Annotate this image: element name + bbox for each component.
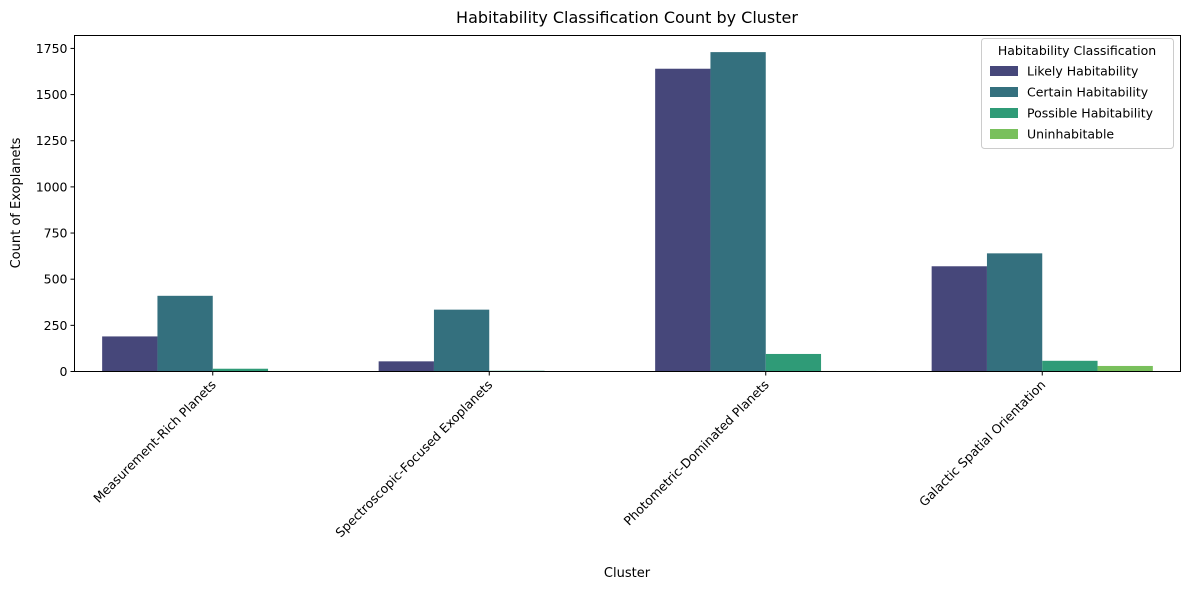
legend-swatch-4: [990, 129, 1018, 139]
x-axis-label: Cluster: [604, 566, 651, 581]
legend-box: [981, 38, 1174, 149]
y-tick-label: 1250: [36, 133, 68, 148]
bar-2-1: [157, 295, 213, 372]
y-tick-label: 0: [60, 364, 68, 379]
bar-1-2: [378, 361, 434, 372]
bar-2-2: [433, 309, 490, 372]
bars-group: [102, 52, 1153, 372]
bar-2-3: [710, 52, 766, 372]
bar-4-4: [1097, 365, 1153, 372]
x-tick-label: Measurement-Rich Planets: [90, 377, 219, 506]
x-tick-label: Spectroscopic-Focused Exoplanets: [332, 377, 495, 540]
bar-2-4: [986, 253, 1043, 372]
bar-3-4: [1042, 360, 1098, 372]
y-axis: 0 250 500 750 1000 1250 1500 1750: [36, 41, 75, 379]
x-tick-label: Galactic Spatial Orientation: [916, 377, 1048, 509]
y-tick-label: 750: [44, 226, 68, 241]
x-tick-label: Photometric-Dominated Planets: [620, 377, 771, 528]
legend-label-2: Certain Habitability: [1027, 85, 1149, 100]
bar-1-1: [102, 336, 158, 372]
plot-area-frame: [74, 35, 1181, 372]
bar-1-3: [655, 68, 711, 372]
y-axis-label: Count of Exoplanets: [9, 137, 24, 268]
bar-1-4: [931, 266, 987, 372]
bar-3-1: [212, 368, 269, 372]
legend-swatch-2: [990, 87, 1018, 97]
legend-label-4: Uninhabitable: [1027, 127, 1114, 142]
legend-label-1: Likely Habitability: [1027, 64, 1139, 79]
legend: Habitability Classification Likely Habit…: [981, 38, 1174, 149]
legend-swatch-1: [990, 66, 1018, 76]
y-tick-label: 250: [44, 318, 68, 333]
legend-items: Likely Habitability Certain Habitability P…: [990, 64, 1154, 142]
legend-title: Habitability Classification: [998, 43, 1156, 58]
chart-title: Habitability Classification Count by Clu…: [456, 8, 798, 27]
legend-swatch-3: [990, 108, 1018, 118]
legend-label-3: Possible Habitability: [1027, 106, 1154, 121]
y-tick-label: 1500: [36, 87, 68, 102]
y-tick-label: 500: [44, 272, 68, 287]
bar-3-3: [765, 353, 822, 372]
y-tick-label: 1750: [36, 41, 68, 56]
y-tick-label: 1000: [36, 179, 68, 194]
x-axis: Measurement-Rich Planets Spectroscopic-Fo…: [90, 371, 1048, 540]
